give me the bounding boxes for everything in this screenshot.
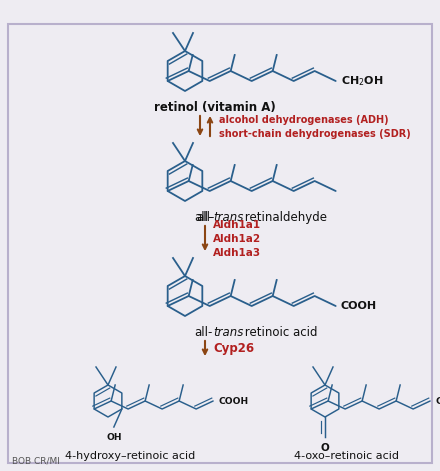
Text: O: O [321, 443, 330, 453]
Text: COOH: COOH [435, 397, 440, 406]
Text: all-: all- [197, 211, 215, 224]
Text: OH: OH [106, 433, 121, 442]
Text: Aldh1a2: Aldh1a2 [213, 234, 261, 244]
Text: trans: trans [213, 211, 243, 224]
Text: retinoic acid: retinoic acid [241, 326, 318, 339]
Text: all-: all- [194, 326, 213, 339]
Text: Cyp26: Cyp26 [213, 342, 254, 355]
Text: 4-hydroxy–retinoic acid: 4-hydroxy–retinoic acid [65, 451, 195, 461]
Text: retinol (vitamin A): retinol (vitamin A) [154, 101, 276, 114]
Text: BOB CR/MI: BOB CR/MI [12, 456, 60, 465]
Text: COOH: COOH [218, 397, 248, 406]
Text: 4-oxo–retinoic acid: 4-oxo–retinoic acid [294, 451, 400, 461]
Text: short-chain dehydrogenases (SDR): short-chain dehydrogenases (SDR) [219, 129, 411, 139]
Text: trans: trans [213, 326, 243, 339]
Text: all-: all- [194, 211, 213, 224]
Text: COOH: COOH [341, 301, 377, 311]
Text: Aldh1a1: Aldh1a1 [213, 219, 261, 229]
Text: Aldh1a3: Aldh1a3 [213, 247, 261, 258]
Text: retinaldehyde: retinaldehyde [241, 211, 327, 224]
Text: alcohol dehydrogenases (ADH): alcohol dehydrogenases (ADH) [219, 115, 389, 125]
Text: CH$_2$OH: CH$_2$OH [341, 74, 383, 88]
